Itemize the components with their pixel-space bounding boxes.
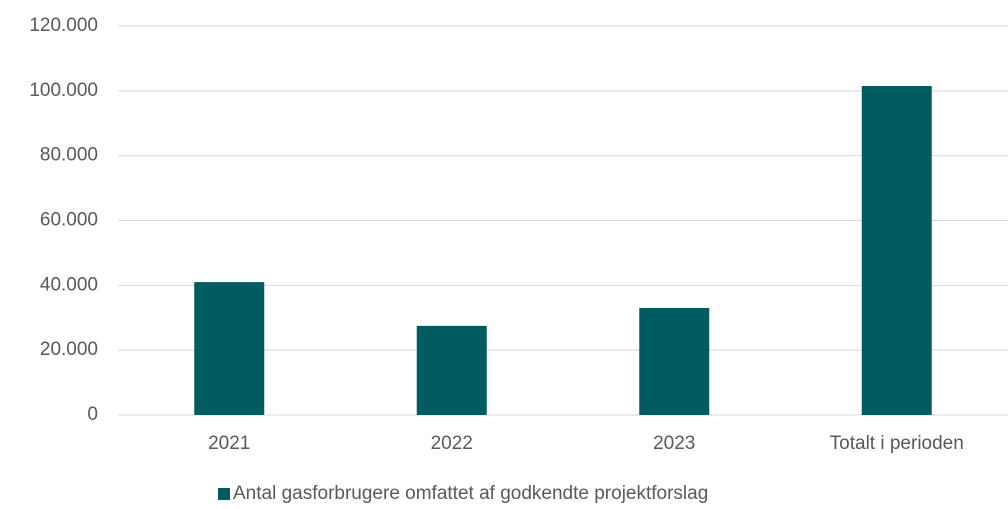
y-tick-label: 20.000: [40, 339, 98, 360]
legend-label: Antal gasforbrugere omfattet af godkendt…: [233, 483, 708, 504]
x-tick-label: Totalt i perioden: [830, 433, 964, 454]
x-tick-label: 2023: [653, 433, 695, 454]
y-tick-label: 100.000: [29, 80, 98, 101]
x-tick-label: 2021: [208, 433, 250, 454]
bar: [639, 308, 710, 415]
y-tick-label: 120.000: [29, 15, 98, 36]
y-tick-label: 40.000: [40, 274, 98, 295]
x-tick-label: 2022: [431, 433, 473, 454]
legend-swatch: [218, 488, 230, 500]
bar: [861, 85, 932, 416]
y-tick-label: 80.000: [40, 145, 98, 166]
bar: [194, 282, 265, 415]
y-tick-label: 0: [87, 404, 98, 425]
y-tick-label: 60.000: [40, 210, 98, 231]
bar: [416, 325, 487, 415]
